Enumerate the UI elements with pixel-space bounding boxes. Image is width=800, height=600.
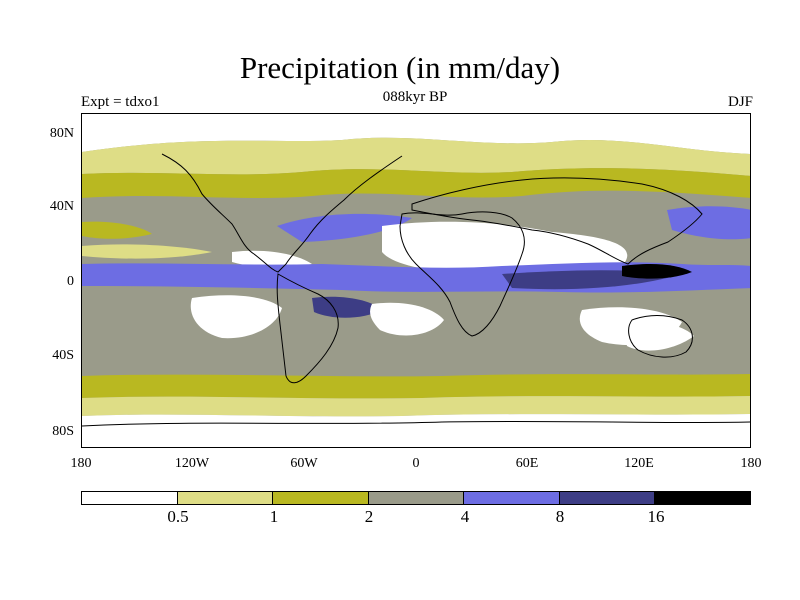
legend-box bbox=[273, 492, 369, 504]
arctic-dry-zone bbox=[82, 114, 750, 154]
chart-title: Precipitation (in mm/day) bbox=[239, 50, 561, 85]
lat-tick-40s: 40S bbox=[52, 348, 74, 363]
antarctica-coast bbox=[82, 420, 750, 427]
east-pacific-dry-zone bbox=[232, 250, 312, 268]
sahara-dry-zone bbox=[382, 221, 628, 274]
period-label: 088kyr BP bbox=[382, 89, 448, 105]
north-atlantic-wet bbox=[277, 213, 412, 242]
south-atlantic-dry-zone bbox=[370, 302, 444, 336]
color-legend bbox=[81, 491, 751, 505]
pacific-yellow-patch bbox=[82, 221, 152, 239]
lat-tick-0: 0 bbox=[67, 274, 74, 289]
legend-level-1: 1 bbox=[269, 507, 279, 526]
eurasia-coast bbox=[411, 177, 703, 265]
coastlines bbox=[82, 153, 750, 427]
lon-tick-120e: 120E bbox=[624, 456, 654, 471]
legend-level-4: 4 bbox=[460, 507, 470, 526]
africa-coast bbox=[399, 211, 525, 337]
lon-tick-60e: 60E bbox=[515, 456, 539, 471]
legend-box bbox=[368, 492, 465, 504]
north-pacific-wet bbox=[667, 206, 750, 240]
lon-tick-120w: 120W bbox=[174, 456, 210, 471]
south-pacific-dry-zone bbox=[190, 295, 282, 339]
legend-level-16: 16 bbox=[647, 507, 665, 526]
lon-tick-0: 0 bbox=[412, 456, 420, 471]
lat-tick-40n: 40N bbox=[49, 199, 74, 214]
subtropic-light-band bbox=[82, 244, 212, 259]
legend-box bbox=[559, 492, 656, 504]
antarctic-dry-zone bbox=[82, 414, 750, 447]
australia-coast bbox=[628, 315, 693, 358]
map-svg bbox=[82, 114, 750, 447]
legend-box bbox=[655, 492, 751, 504]
south-yellow-band bbox=[82, 374, 750, 399]
season-label: DJF bbox=[727, 94, 753, 110]
australia-dry-zone bbox=[622, 320, 694, 351]
legend-box bbox=[82, 492, 178, 504]
legend-level-2: 2 bbox=[364, 507, 374, 526]
legend-level-0-5: 0.5 bbox=[167, 507, 189, 526]
north-light-band bbox=[82, 137, 750, 176]
lon-tick-180-right: 180 bbox=[740, 456, 762, 471]
legend-box bbox=[177, 492, 274, 504]
legend-level-8: 8 bbox=[555, 507, 565, 526]
experiment-label: Expt = tdxo1 bbox=[81, 94, 160, 110]
lat-tick-80n: 80N bbox=[49, 126, 74, 141]
lon-tick-180-left: 180 bbox=[70, 456, 92, 471]
lon-tick-60w: 60W bbox=[290, 456, 318, 471]
south-light-band bbox=[82, 396, 750, 417]
precipitation-map bbox=[81, 113, 751, 448]
south-america-coast bbox=[276, 273, 339, 384]
north-america-coast bbox=[161, 153, 403, 273]
lat-tick-80s: 80S bbox=[52, 424, 74, 439]
maritime-continent-extreme bbox=[622, 264, 692, 279]
legend-box bbox=[464, 492, 560, 504]
north-yellow-band bbox=[82, 168, 750, 198]
